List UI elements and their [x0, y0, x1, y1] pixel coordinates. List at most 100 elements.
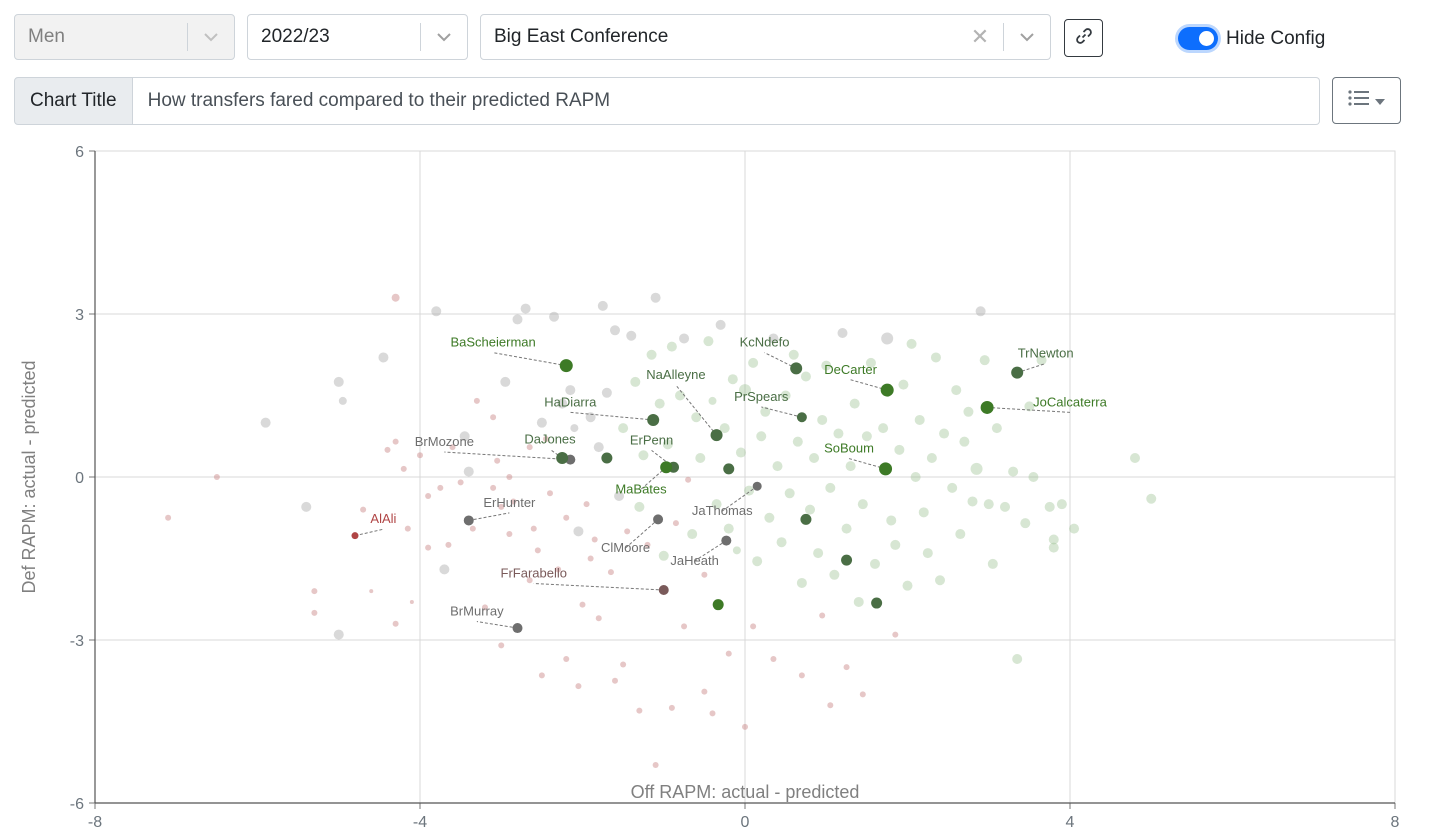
point-labels: BaScheierman KcNdefo DeCarter TrNewton JoCal… — [370, 335, 1107, 619]
point-label: ErPenn — [630, 432, 673, 447]
point-label: ClMoore — [601, 540, 650, 555]
scatter-point — [563, 514, 570, 521]
scatter-point — [975, 306, 986, 317]
scatter-point — [624, 528, 631, 535]
scatter-point — [681, 623, 688, 630]
scatter-point — [500, 376, 511, 387]
scatter-point — [870, 558, 880, 569]
scatter-point — [618, 423, 629, 434]
scatter-point — [926, 452, 937, 463]
scatter-point — [463, 466, 474, 477]
scatter-point — [549, 311, 560, 322]
scatter-point — [445, 541, 452, 548]
scatter-point — [369, 589, 374, 594]
label-leader-line — [761, 406, 802, 418]
point-label: PrSpears — [734, 389, 789, 404]
scatter-point — [735, 447, 746, 458]
point-label: JoCalcaterra — [1033, 394, 1107, 409]
highlighted-point — [723, 463, 735, 475]
conference-select-value: Big East Conference — [494, 26, 669, 47]
scatter-point — [979, 355, 990, 366]
scatter-point — [614, 491, 625, 502]
select-separator — [420, 23, 421, 51]
scatter-point — [595, 615, 602, 622]
scatter-point — [930, 352, 941, 363]
scatter-point — [827, 702, 834, 709]
scatter-point — [662, 439, 673, 450]
highlighted-point — [559, 359, 573, 373]
scatter-point — [213, 474, 220, 480]
scatter-point — [742, 723, 748, 730]
scatter-point — [610, 325, 620, 336]
scatter-point — [526, 577, 533, 584]
x-axis-label: Off RAPM: actual - predicted — [631, 782, 860, 802]
gender-select[interactable]: Men — [14, 14, 235, 60]
chart-options-button[interactable] — [1332, 77, 1401, 124]
scatter-point — [482, 604, 488, 611]
scatter-point — [881, 332, 894, 345]
scatter-point — [575, 683, 582, 690]
highlighted-point — [647, 413, 660, 426]
scatter-point — [636, 707, 643, 714]
scatter-point — [768, 333, 779, 344]
close-icon[interactable]: ✕ — [970, 24, 990, 49]
label-leader-line — [354, 528, 384, 537]
chart-title-input[interactable] — [132, 77, 1320, 125]
scatter-point — [530, 525, 537, 532]
scatter-point — [819, 612, 826, 619]
scatter-point — [630, 376, 641, 387]
y-tick-label: 6 — [75, 144, 84, 161]
scatter-point — [601, 387, 612, 398]
season-select[interactable]: 2022/23 — [247, 14, 468, 60]
scatter-point — [723, 523, 734, 534]
scatter-point — [612, 677, 618, 684]
scatter-point — [404, 525, 411, 532]
chevron-down-icon[interactable] — [421, 32, 467, 42]
scatter-point — [565, 385, 576, 396]
chevron-down-icon[interactable] — [1004, 32, 1050, 42]
scatter-point — [841, 523, 852, 534]
scatter-point — [792, 436, 803, 447]
hide-config-toggle[interactable] — [1178, 27, 1218, 50]
conference-select[interactable]: Big East Conference ✕ — [480, 14, 1051, 60]
copy-link-button[interactable] — [1064, 19, 1103, 57]
label-leader-line — [468, 512, 510, 521]
scatter-point — [772, 461, 783, 472]
point-label: BrMozone — [415, 434, 474, 449]
point-label: BaScheierman — [450, 335, 535, 350]
y-tick-label: -3 — [70, 633, 84, 650]
scatter-point — [597, 300, 608, 311]
highlighted-point — [752, 481, 762, 491]
scatter-point — [563, 656, 570, 663]
scatter-point — [1044, 501, 1055, 512]
point-label: JaHeath — [670, 553, 718, 568]
scatter-point — [165, 514, 172, 521]
season-select-value: 2022/23 — [261, 26, 330, 47]
scatter-point — [770, 656, 777, 663]
scatter-point — [679, 333, 690, 344]
label-leaders — [354, 352, 1071, 629]
scatter-point — [650, 292, 661, 303]
scatter-point — [845, 461, 856, 472]
highlighted-point — [660, 461, 673, 474]
chevron-down-icon[interactable] — [188, 32, 234, 42]
scatter-point — [672, 520, 679, 527]
label-leader-line — [444, 451, 571, 461]
label-leader-line — [721, 485, 758, 512]
highlighted-point — [800, 513, 812, 525]
scatter-point — [776, 537, 787, 548]
label-leader-line — [533, 583, 664, 591]
scatter-point — [620, 661, 627, 668]
scatter-point — [547, 490, 553, 497]
scatter-point — [859, 691, 866, 698]
scatter-point — [542, 435, 549, 442]
label-leader-line — [493, 352, 567, 367]
scatter-point — [906, 338, 917, 349]
scatter-point — [473, 397, 480, 404]
label-leader-line — [625, 519, 659, 549]
y-tick-label: 0 — [75, 470, 84, 487]
scatter-point — [260, 417, 271, 428]
scatter-point — [780, 390, 791, 401]
toggle-knob — [1199, 31, 1214, 46]
scatter-point — [951, 385, 962, 396]
